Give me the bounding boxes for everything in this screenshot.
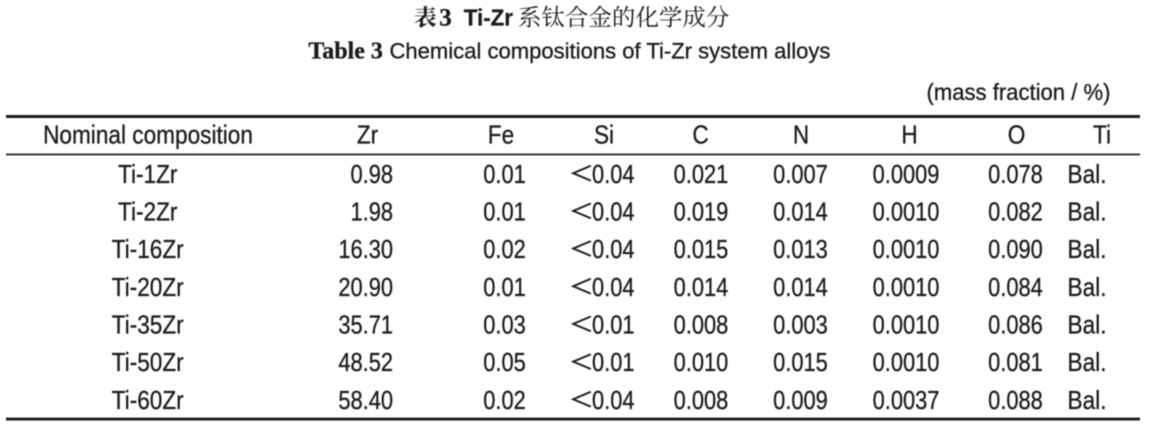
svg-text:0.0010: 0.0010 [873,198,940,227]
svg-text:Bal.: Bal. [1068,386,1107,415]
svg-text:Ti: Ti [1093,121,1111,150]
svg-text:0.98: 0.98 [351,160,393,189]
svg-text:0.008: 0.008 [674,311,729,340]
svg-text:Bal.: Bal. [1068,273,1107,302]
svg-text:0.0010: 0.0010 [873,273,940,302]
svg-text:0.009: 0.009 [773,386,828,415]
svg-text:0.04: 0.04 [592,198,634,227]
svg-text:0.021: 0.021 [674,160,729,189]
svg-text:0.04: 0.04 [592,273,634,302]
svg-text:0.01: 0.01 [592,348,634,377]
svg-text:0.010: 0.010 [674,348,729,377]
svg-text:0.04: 0.04 [592,160,634,189]
svg-text:0.04: 0.04 [592,235,634,264]
svg-text:Fe: Fe [488,121,514,150]
svg-text:0.0010: 0.0010 [873,311,940,340]
svg-text:Chemical compositions of Ti-Zr: Chemical compositions of Ti-Zr system al… [390,38,831,63]
svg-text:0.007: 0.007 [773,160,828,189]
svg-text:0.02: 0.02 [483,235,525,264]
svg-text:0.013: 0.013 [773,235,828,264]
svg-text:Ti-20Zr: Ti-20Zr [112,273,184,302]
svg-text:0.090: 0.090 [988,235,1043,264]
svg-text:0.015: 0.015 [773,348,828,377]
svg-text:Ti-Zr: Ti-Zr [464,4,513,31]
svg-text:Bal.: Bal. [1068,198,1107,227]
svg-text:35.71: 35.71 [338,311,393,340]
svg-text:(mass fraction / %): (mass fraction / %) [927,79,1111,105]
svg-text:Table 3: Table 3 [308,39,382,65]
svg-text:0.081: 0.081 [988,348,1043,377]
svg-text:1.98: 1.98 [351,198,393,227]
svg-text:0.02: 0.02 [483,386,525,415]
svg-text:0.01: 0.01 [483,273,525,302]
svg-text:58.40: 58.40 [338,386,393,415]
svg-text:0.01: 0.01 [483,160,525,189]
svg-text:0.088: 0.088 [988,386,1043,415]
svg-text:0.01: 0.01 [483,198,525,227]
svg-text:Ti-60Zr: Ti-60Zr [112,386,184,415]
svg-text:Bal.: Bal. [1068,349,1107,378]
svg-text:Si: Si [594,121,614,150]
svg-text:C: C [692,121,708,150]
svg-text:0.084: 0.084 [988,273,1043,302]
svg-text:H: H [901,121,917,150]
svg-text:N: N [793,121,809,150]
svg-text:Zr: Zr [357,121,378,150]
svg-text:3: 3 [439,5,452,32]
svg-text:0.019: 0.019 [674,198,729,227]
svg-text:0.086: 0.086 [988,311,1043,340]
svg-text:0.04: 0.04 [592,386,634,415]
svg-text:0.008: 0.008 [674,386,729,415]
svg-text:0.03: 0.03 [483,311,525,340]
svg-text:0.014: 0.014 [674,273,729,302]
svg-text:0.0010: 0.0010 [873,348,940,377]
svg-text:0.014: 0.014 [773,273,828,302]
svg-text:Bal.: Bal. [1068,236,1107,265]
svg-text:20.90: 20.90 [338,273,393,302]
svg-text:0.078: 0.078 [988,160,1043,189]
svg-text:Bal.: Bal. [1068,311,1107,340]
svg-text:Ti-50Zr: Ti-50Zr [112,349,184,378]
svg-text:Nominal composition: Nominal composition [43,121,253,150]
svg-text:Bal.: Bal. [1068,160,1107,189]
svg-text:0.0037: 0.0037 [873,386,940,415]
svg-text:Ti-1Zr: Ti-1Zr [118,160,177,189]
svg-text:0.01: 0.01 [592,311,634,340]
svg-text:0.0009: 0.0009 [873,160,940,189]
svg-text:Ti-2Zr: Ti-2Zr [118,198,177,227]
svg-text:48.52: 48.52 [338,348,393,377]
svg-text:0.003: 0.003 [773,311,828,340]
svg-text:Ti-16Zr: Ti-16Zr [112,236,184,265]
svg-text:0.082: 0.082 [988,198,1043,227]
svg-text:0.0010: 0.0010 [873,235,940,264]
svg-text:O: O [1008,121,1026,150]
svg-text:0.014: 0.014 [773,198,828,227]
svg-text:16.30: 16.30 [338,235,393,264]
svg-text:0.015: 0.015 [674,235,729,264]
svg-text:Ti-35Zr: Ti-35Zr [112,311,184,340]
svg-text:0.05: 0.05 [483,348,525,377]
